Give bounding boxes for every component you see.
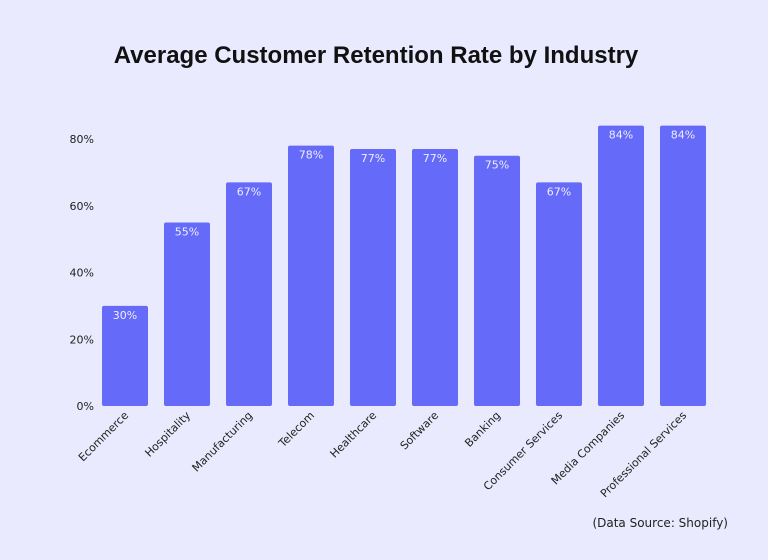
bar <box>226 182 272 406</box>
bar <box>288 145 334 407</box>
data-source-note: (Data Source: Shopify) <box>592 516 728 530</box>
bar-data-label: 30% <box>113 309 137 322</box>
y-tick-label: 40% <box>70 267 94 280</box>
y-tick-label: 20% <box>70 333 94 346</box>
bar-data-label: 78% <box>299 149 323 162</box>
x-tick-label: Telecom <box>275 409 317 451</box>
bar <box>412 149 458 406</box>
bar <box>598 125 644 407</box>
bar <box>102 305 148 406</box>
bar-data-label: 75% <box>485 159 509 172</box>
y-tick-label: 0% <box>77 400 94 413</box>
bar-data-label: 77% <box>361 152 385 165</box>
bar <box>474 155 520 406</box>
bar-data-label: 84% <box>609 129 633 142</box>
bar <box>536 182 582 406</box>
x-tick-label: Manufacturing <box>190 409 256 475</box>
bar-data-label: 84% <box>671 129 695 142</box>
x-tick-label: Healthcare <box>328 409 380 461</box>
bar-data-label: 77% <box>423 152 447 165</box>
x-tick-label: Banking <box>462 409 503 450</box>
bar <box>660 125 706 407</box>
bar-data-label: 55% <box>175 225 199 238</box>
bar <box>350 149 396 406</box>
y-tick-label: 80% <box>70 133 94 146</box>
x-tick-label: Ecommerce <box>76 409 131 464</box>
chart-title: Average Customer Retention Rate by Indus… <box>113 42 639 69</box>
bar-data-label: 67% <box>237 185 261 198</box>
bar-data-label: 67% <box>547 185 571 198</box>
bar <box>164 222 210 406</box>
y-tick-label: 60% <box>70 200 94 213</box>
x-tick-label: Hospitality <box>142 409 193 460</box>
x-tick-label: Software <box>398 409 442 453</box>
